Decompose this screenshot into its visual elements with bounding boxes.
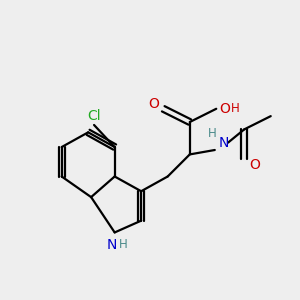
Text: H: H [119, 238, 128, 251]
Text: N: N [106, 238, 117, 252]
Text: Cl: Cl [87, 109, 101, 123]
Text: H: H [231, 102, 240, 115]
Text: O: O [148, 98, 159, 111]
Text: O: O [220, 102, 230, 116]
Text: H: H [208, 127, 216, 140]
Text: N: N [218, 136, 229, 150]
Text: O: O [249, 158, 260, 172]
